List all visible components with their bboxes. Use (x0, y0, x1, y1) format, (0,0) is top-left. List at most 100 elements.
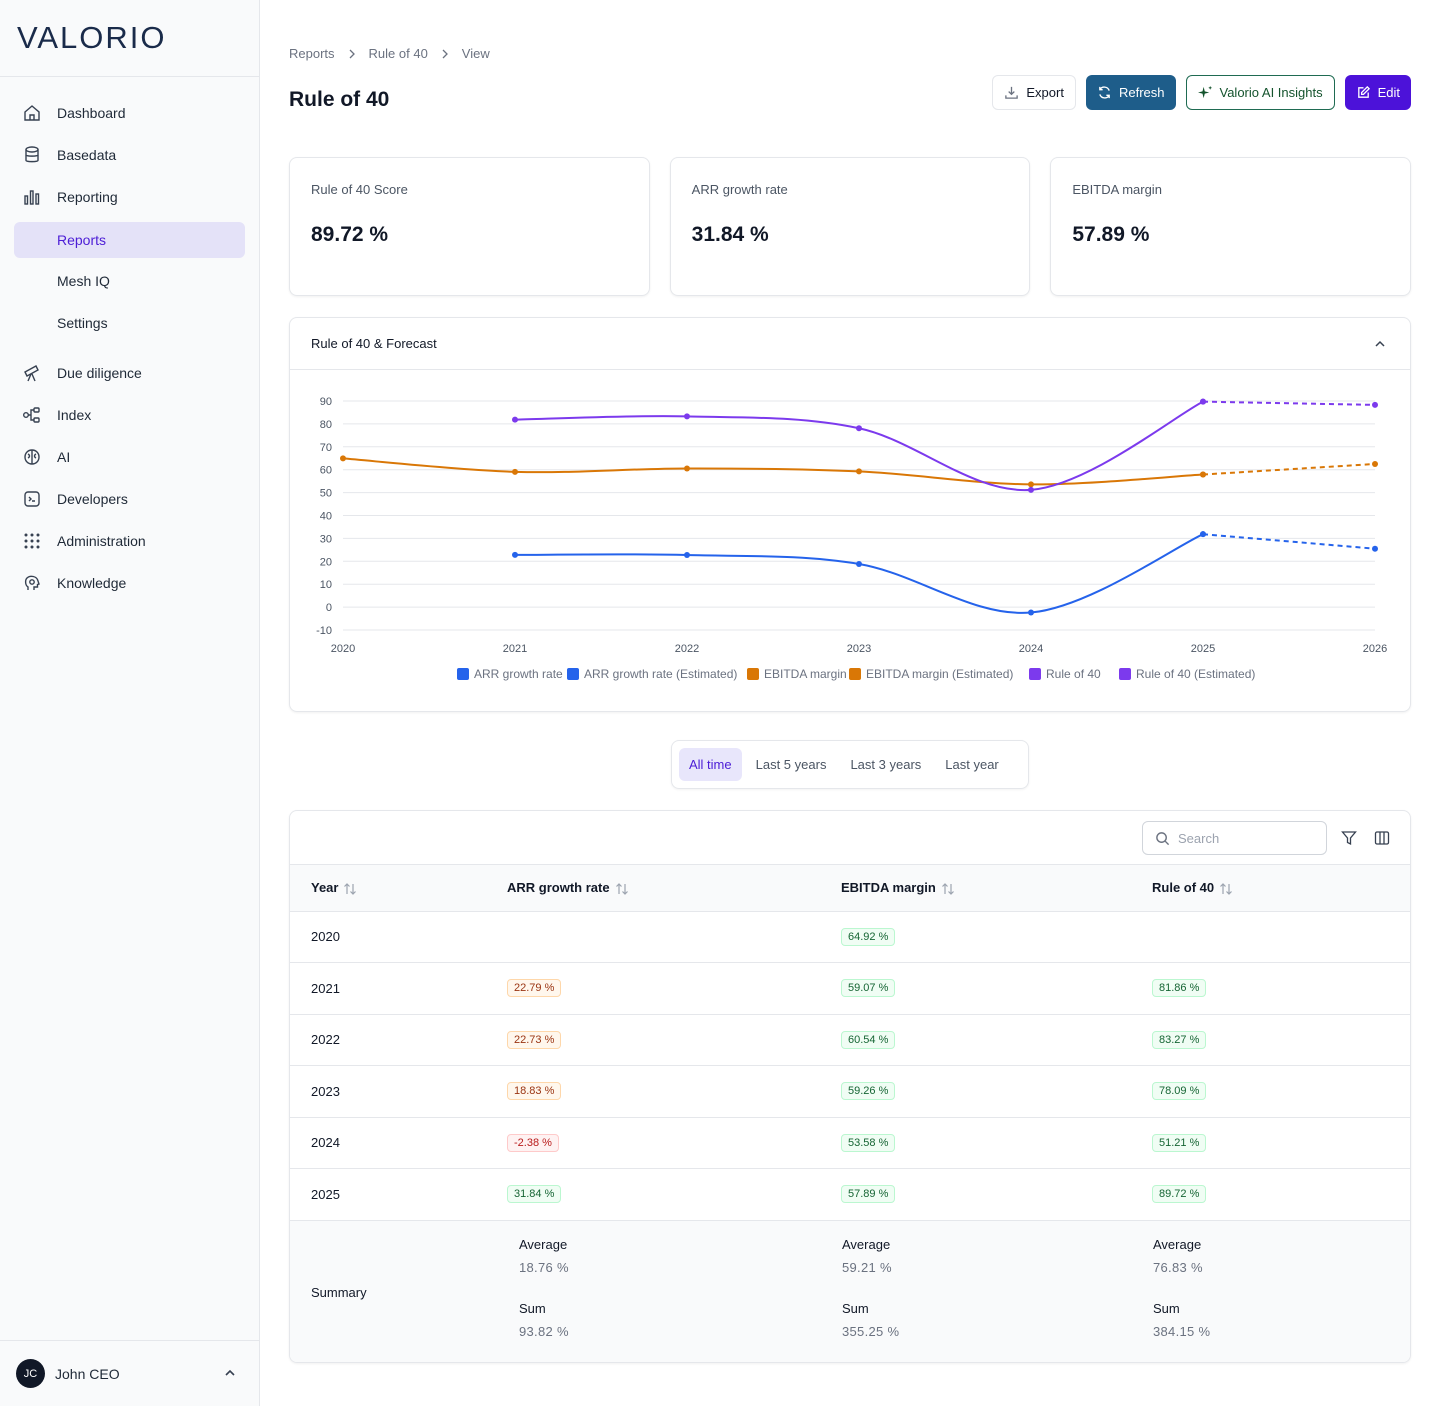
sort-icon[interactable] (343, 882, 357, 896)
sidebar: VALORIO Dashboard Basedata Reporting Rep… (0, 0, 260, 1406)
columns-icon[interactable] (1374, 830, 1390, 846)
breadcrumb-reports[interactable]: Reports (289, 46, 335, 61)
nav-index[interactable]: Index (0, 394, 259, 436)
nav-developers[interactable]: Developers (0, 478, 259, 520)
value-badge: 22.73 % (507, 1030, 562, 1049)
x-tick-label: 2024 (1019, 643, 1043, 655)
y-tick-label: 90 (320, 396, 332, 408)
nav-label: Reports (57, 232, 107, 248)
tab-last-year[interactable]: Last year (945, 757, 999, 772)
tab-last-3-years[interactable]: Last 3 years (850, 757, 922, 772)
edit-icon (1357, 85, 1370, 98)
nav-settings[interactable]: Settings (0, 302, 259, 344)
series-line (1202, 462, 1376, 476)
value-badge: 18.83 % (507, 1082, 562, 1101)
search-input[interactable] (1178, 830, 1318, 846)
sparkles-icon (1197, 85, 1212, 99)
filter-icon[interactable] (1341, 830, 1357, 846)
column-header-ebitda[interactable]: EBITDA margin (820, 865, 1131, 911)
chevron-up-icon[interactable] (223, 1366, 237, 1380)
table-toolbar (290, 811, 1410, 865)
chevron-right-icon (349, 49, 355, 58)
download-icon (1005, 86, 1019, 99)
cell-rule-of-40: 78.09 % (1131, 1066, 1410, 1118)
nav-ai[interactable]: AI (0, 436, 259, 478)
table-row[interactable]: 2025 31.84 % 57.89 % 89.72 % (290, 1169, 1410, 1221)
telescope-icon (24, 365, 39, 382)
table-header-row: Year ARR growth rate EBITDA margin Rule … (290, 865, 1410, 911)
tab-last-5-years[interactable]: Last 5 years (755, 757, 827, 772)
average-value: 18.76 % (519, 1259, 569, 1275)
ai-insights-button[interactable]: Valorio AI Insights (1185, 75, 1335, 110)
value-badge: 89.72 % (1152, 1185, 1207, 1204)
nav-knowledge[interactable]: Knowledge (0, 562, 259, 604)
table-row[interactable]: 2021 22.79 % 59.07 % 81.86 % (290, 963, 1410, 1014)
export-button[interactable]: Export (992, 75, 1076, 110)
value-badge: 51.21 % (1152, 1133, 1207, 1152)
cell-year: 2022 (311, 1032, 340, 1048)
sort-icon[interactable] (941, 882, 955, 896)
breadcrumb-rule-of-40[interactable]: Rule of 40 (368, 46, 428, 61)
legend-label: Rule of 40 (Estimated) (1136, 667, 1255, 681)
search-box[interactable] (1142, 821, 1327, 855)
nav-label: Basedata (57, 147, 117, 163)
nav-due-diligence[interactable]: Due diligence (0, 352, 259, 394)
svg-text:VALORIO: VALORIO (17, 22, 167, 52)
series-line (514, 400, 1204, 491)
data-point (856, 468, 862, 475)
range-tabs: All time Last 5 years Last 3 years Last … (671, 740, 1029, 789)
tab-all-time[interactable]: All time (679, 748, 742, 781)
table-row[interactable]: 2022 22.73 % 60.54 % 83.27 % (290, 1014, 1410, 1066)
y-tick-label: 0 (326, 602, 332, 614)
value-badge: 64.92 % (841, 927, 896, 946)
table-row[interactable]: 2024 -2.38 % 53.58 % 51.21 % (290, 1117, 1410, 1169)
nav-mesh-iq[interactable]: Mesh IQ (0, 260, 259, 302)
legend-label: EBITDA margin (764, 667, 847, 681)
brain-icon (24, 449, 40, 465)
summary-row: Summary Average 18.76 % Sum 93.82 % Aver… (290, 1220, 1410, 1362)
x-tick-label: 2026 (1363, 643, 1387, 655)
data-point (1372, 545, 1378, 552)
column-header-rule-of-40[interactable]: Rule of 40 (1131, 865, 1410, 911)
edit-button[interactable]: Edit (1344, 75, 1411, 110)
cell-rule-of-40: 89.72 % (1131, 1169, 1410, 1221)
legend-swatch (567, 668, 579, 680)
table-row[interactable]: 2023 18.83 % 59.26 % 78.09 % (290, 1066, 1410, 1118)
nav-reporting[interactable]: Reporting (0, 176, 259, 218)
data-table-card: Year ARR growth rate EBITDA margin Rule … (289, 810, 1411, 1363)
value-badge: 59.26 % (841, 1082, 896, 1101)
column-header-arr[interactable]: ARR growth rate (486, 865, 820, 911)
data-point (1200, 398, 1206, 405)
series-line (1202, 400, 1376, 406)
sum-value: 93.82 % (519, 1323, 569, 1339)
chevron-up-icon[interactable] (1374, 338, 1386, 350)
x-tick-label: 2021 (503, 643, 527, 655)
nav-label: Settings (57, 315, 108, 331)
user-menu[interactable]: JC John CEO (0, 1340, 259, 1406)
sum-value: 355.25 % (842, 1323, 900, 1339)
average-label: Average (1153, 1236, 1202, 1252)
bar-chart-icon (24, 190, 40, 205)
table-row[interactable]: 2020 64.92 % (290, 911, 1410, 963)
nav-label: Knowledge (57, 575, 127, 591)
home-icon (24, 105, 40, 121)
average-label: Average (842, 1236, 891, 1252)
sort-icon[interactable] (1219, 882, 1233, 896)
value-badge: 53.58 % (841, 1133, 896, 1152)
kpi-value: 57.89 % (1072, 223, 1150, 246)
x-tick-label: 2022 (675, 643, 699, 655)
chart-header[interactable]: Rule of 40 & Forecast (290, 318, 1410, 370)
cell-ebitda: 53.58 % (820, 1117, 1131, 1169)
sort-icon[interactable] (615, 882, 629, 896)
search-icon (1156, 831, 1170, 845)
column-header-year[interactable]: Year (290, 865, 486, 911)
logo[interactable]: VALORIO (0, 0, 259, 77)
refresh-button[interactable]: Refresh (1085, 75, 1176, 110)
nav-administration[interactable]: Administration (0, 520, 259, 562)
legend-label: ARR growth rate (474, 667, 563, 681)
nav-basedata[interactable]: Basedata (0, 134, 259, 176)
legend-item: Rule of 40 (1029, 667, 1101, 681)
legend-item: EBITDA margin (Estimated) (849, 667, 1013, 681)
nav-dashboard[interactable]: Dashboard (0, 92, 259, 134)
nav-reports[interactable]: Reports (14, 222, 245, 258)
